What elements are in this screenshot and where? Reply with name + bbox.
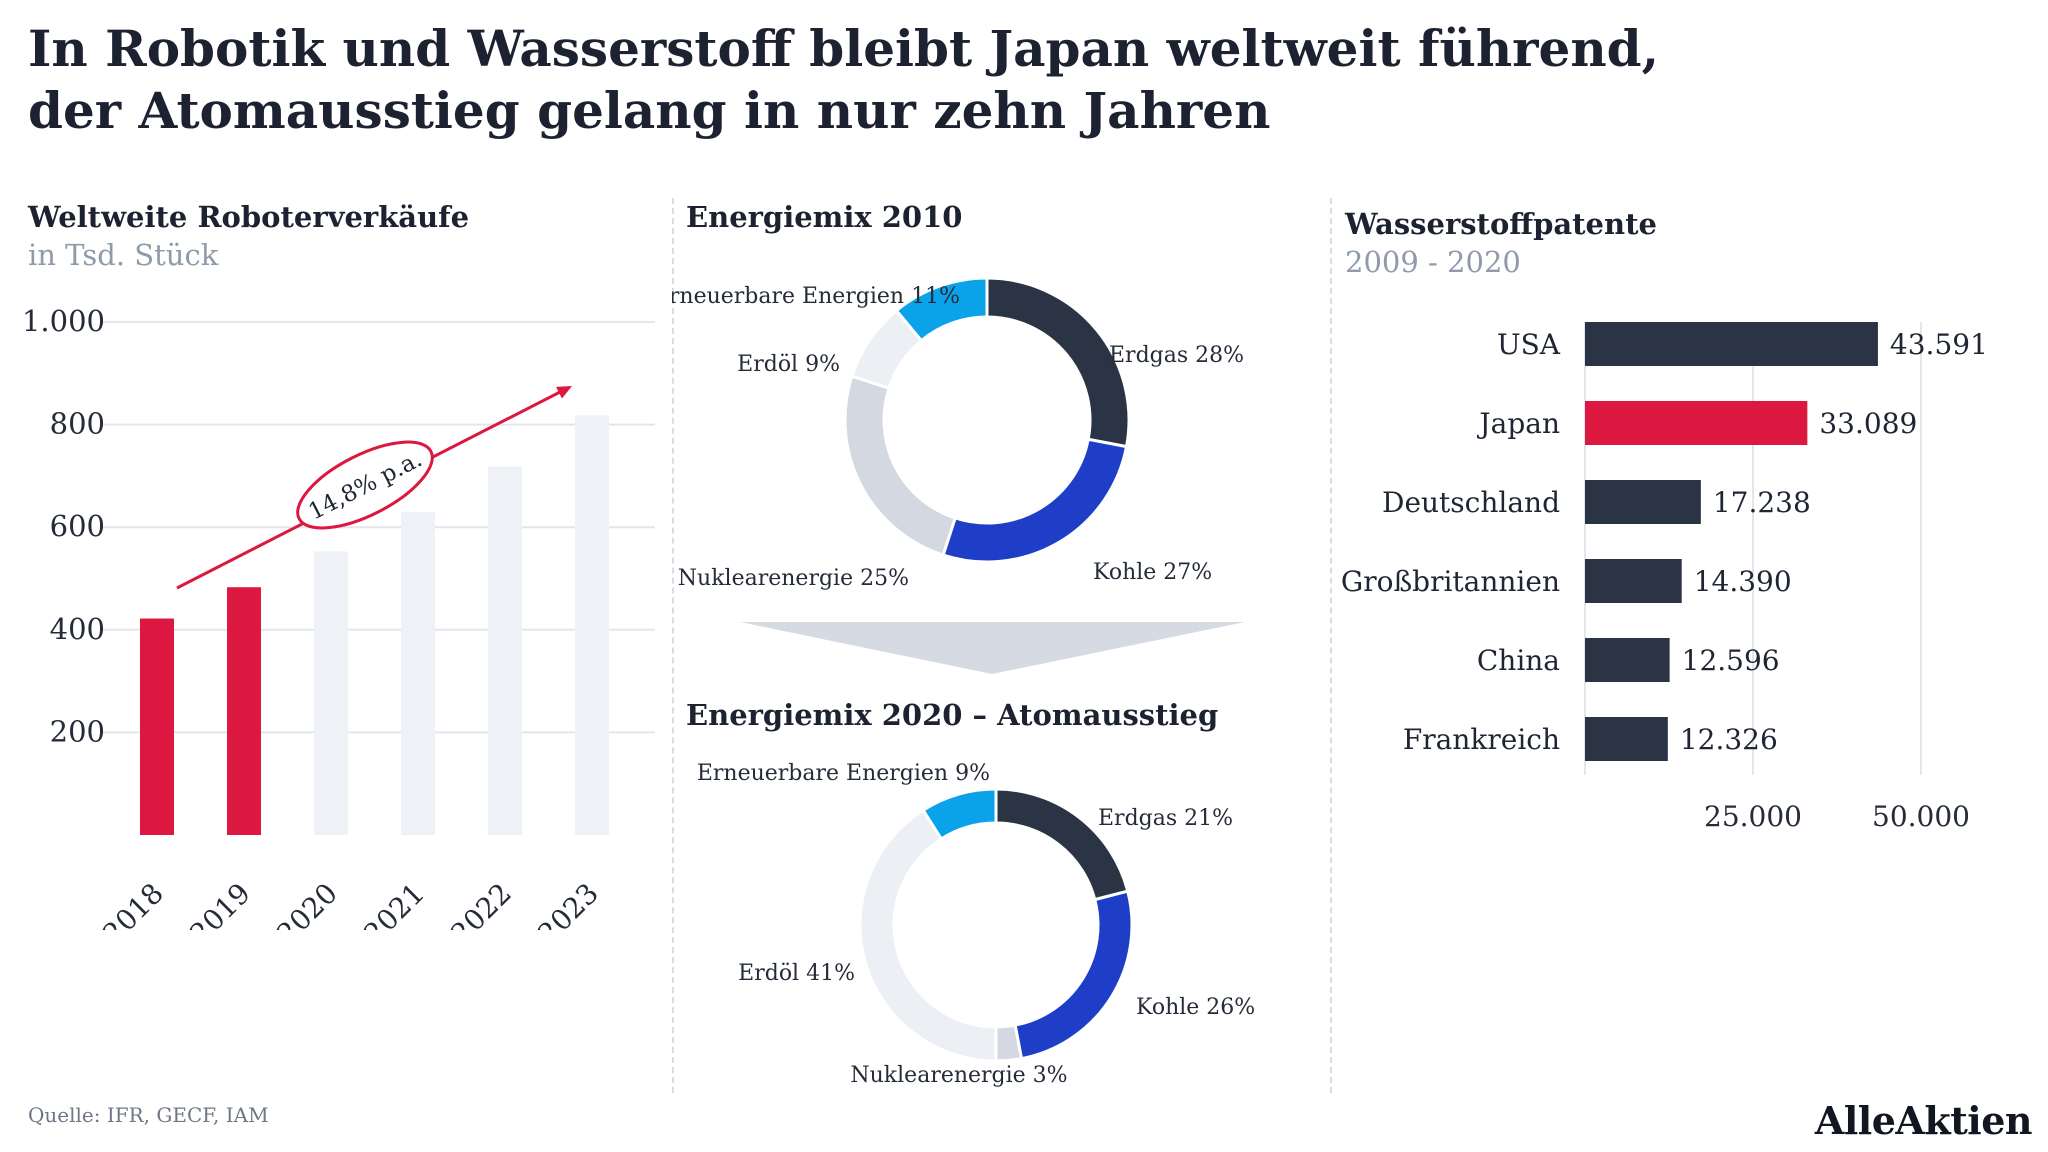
hydrogen-category-label: Großbritannien: [1341, 565, 1560, 598]
mix2010-slice-label: Erdöl 9%: [737, 352, 840, 377]
mix2020-slice: [921, 787, 998, 841]
robots-xtick-label: 2019: [183, 877, 257, 930]
hydrogen-value-label: 43.591: [1890, 328, 1988, 361]
robots-xtick-label: 2021: [357, 877, 431, 930]
hydrogen-xtick-label: 50.000: [1872, 800, 1970, 833]
hydrogen-bar: [1585, 401, 1808, 445]
hydrogen-category-label: China: [1477, 644, 1560, 677]
transition-arrow: [740, 622, 1245, 674]
panel-divider-right: [1330, 198, 1332, 1093]
mix2020-title: Energiemix 2020 – Atomausstieg: [686, 698, 1219, 732]
mix2020-slice-label: Kohle 26%: [1136, 995, 1255, 1020]
mix2020-slice-label: Erdöl 41%: [738, 961, 855, 986]
hydrogen-category-label: Japan: [1476, 407, 1560, 440]
robots-xtick-label: 2022: [444, 877, 518, 930]
hydrogen-value-label: 12.596: [1682, 644, 1780, 677]
panel-divider-left: [672, 198, 674, 1093]
brand-logo: AlleAktien: [1814, 1098, 2033, 1143]
mix2010-slice: [894, 276, 989, 343]
robots-title: Weltweite Roboterverkäufe: [28, 200, 470, 234]
mix2010-slice-label: Kohle 27%: [1093, 560, 1212, 585]
mix2010-slice-label: Nuklearenergie 25%: [678, 566, 909, 591]
mix2020-slice: [858, 808, 998, 1063]
hydrogen-xtick-label: 25.000: [1704, 800, 1802, 833]
robots-ytick-label: 1.000: [22, 304, 105, 338]
growth-label-ellipse: [296, 440, 434, 530]
mix2010-chart: Erdgas 28% Kohle 27% Nuklearenergie 25% Erd…: [672, 276, 1244, 591]
source-note: Quelle: IFR, GECF, IAM: [28, 1103, 269, 1127]
mix2020-slice-label: Nuklearenergie 3%: [850, 1063, 1067, 1088]
hydrogen-value-label: 12.326: [1680, 723, 1778, 756]
robots-xtick-label: 2023: [531, 877, 605, 930]
mix2020-slice-label: Erdgas 21%: [1098, 806, 1233, 831]
mix2010-slice: [941, 437, 1129, 564]
robots-xtick-label: 2020: [270, 877, 344, 930]
hydrogen-bar: [1585, 559, 1682, 603]
robots-bar: [401, 511, 435, 835]
mix2020-chart: Erdgas 21% Kohle 26% Nuklearenergie 3% Erdö…: [697, 761, 1255, 1088]
robots-bar: [575, 415, 609, 835]
mix2010-slice: [985, 276, 1131, 449]
headline: In Robotik und Wasserstoff bleibt Japan …: [28, 18, 1928, 142]
robots-bar: [314, 551, 348, 835]
hydrogen-bar: [1585, 480, 1701, 524]
robots-chart: 200 400 600 800 1.000 2018 2019 2020 2021 2022 202…: [22, 304, 655, 930]
robots-subtitle: in Tsd. Stück: [28, 238, 219, 272]
robots-bar: [140, 618, 174, 835]
robots-xtick-label: 2018: [96, 877, 170, 930]
mix2010-slice: [843, 374, 958, 557]
hydrogen-chart: 25.000 50.000 USA 43.591 Japan 33.089 Deutschl…: [1341, 322, 1988, 833]
headline-line-2: der Atomausstieg gelang in nur zehn Jahr…: [28, 81, 1271, 140]
robots-ytick-label: 200: [50, 714, 105, 748]
hydrogen-category-label: Deutschland: [1382, 486, 1560, 519]
mix2010-slice-label: Erdgas 28%: [1109, 343, 1244, 368]
robots-ytick-label: 400: [50, 612, 105, 646]
robots-ytick-label: 600: [50, 509, 105, 543]
hydrogen-bar: [1585, 322, 1878, 366]
hydrogen-bar: [1585, 717, 1668, 761]
hydrogen-bar: [1585, 638, 1670, 682]
mix2020-slice-label: Erneuerbare Energien 9%: [697, 761, 990, 786]
hydrogen-title: Wasserstoffpatente: [1345, 207, 1657, 241]
hydrogen-category-label: Frankreich: [1403, 723, 1560, 756]
hydrogen-category-label: USA: [1497, 328, 1561, 361]
robots-ytick-label: 800: [50, 407, 105, 441]
growth-arrow-head: [556, 386, 572, 399]
headline-line-1: In Robotik und Wasserstoff bleibt Japan …: [28, 19, 1660, 78]
mix2020-slice: [1013, 889, 1134, 1061]
hydrogen-value-label: 17.238: [1713, 486, 1811, 519]
mix2010-title: Energiemix 2010: [686, 200, 963, 234]
robots-bar: [227, 587, 261, 835]
robots-bar: [488, 466, 522, 835]
mix2020-slice: [994, 1023, 1024, 1063]
hydrogen-value-label: 33.089: [1819, 407, 1917, 440]
mix2010-slice-label: Erneuerbare Energien 11%: [672, 284, 960, 309]
hydrogen-value-label: 14.390: [1694, 565, 1792, 598]
hydrogen-subtitle: 2009 - 2020: [1345, 245, 1521, 279]
